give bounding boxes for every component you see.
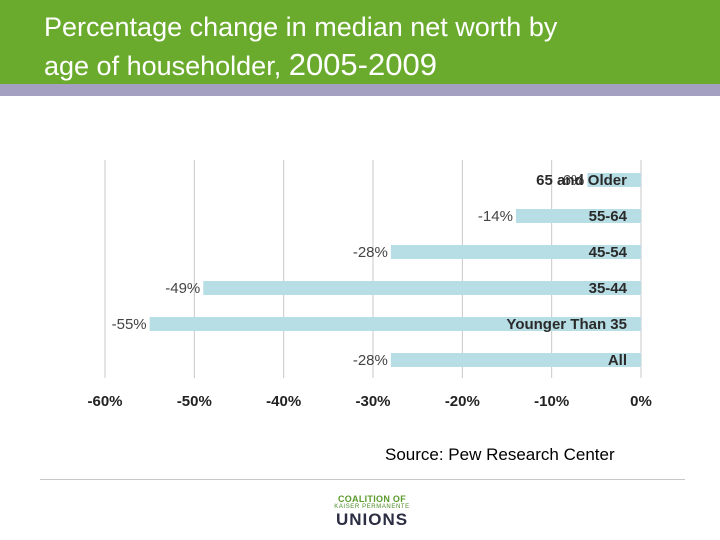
bar (149, 317, 641, 331)
bar-value-label: -6% (558, 172, 585, 189)
slide-title: Percentage change in median net worth by… (44, 8, 714, 85)
slide-title-prefix: age of householder, (44, 51, 289, 81)
category-label: All (608, 352, 627, 369)
slide-title-years: 2005-2009 (288, 47, 437, 82)
net-worth-bar-chart: -6% -14% -28% -49% -55% -28% 65 and Older 55-6… (87, 160, 652, 410)
bar (390, 353, 641, 367)
category-label: 35-44 (589, 280, 628, 297)
coalition-logo: COALITION OF KAISER PERMANENTE UNIONS (330, 494, 414, 528)
bar (515, 209, 641, 223)
x-tick-label: -40% (266, 393, 301, 410)
x-tick-label: -50% (177, 393, 212, 410)
x-tick-label: -60% (87, 393, 122, 410)
bar (390, 245, 641, 259)
logo-line1: COALITION OF (337, 494, 407, 504)
title-banner-strip (0, 84, 720, 96)
category-label: 55-64 (589, 208, 628, 225)
category-label: Younger Than 35 (506, 316, 627, 333)
footer-divider (40, 479, 685, 480)
bars (149, 173, 641, 367)
logo-line3: UNIONS (335, 510, 409, 529)
x-tick-label: -30% (355, 393, 390, 410)
x-tick-label: -10% (534, 393, 569, 410)
bar-value-label: -28% (353, 244, 388, 261)
bar-value-label: -28% (353, 352, 388, 369)
x-tick-label: 0% (630, 393, 652, 410)
bar-value-label: -55% (112, 316, 147, 333)
bar-value-label: -49% (165, 280, 200, 297)
bar (203, 281, 641, 295)
grid-lines (104, 160, 642, 378)
category-labels: 65 and Older 55-64 45-54 35-44 Younger Than … (506, 172, 627, 369)
category-label: 45-54 (589, 244, 628, 261)
bar-value-label: -14% (478, 208, 513, 225)
bar (587, 173, 641, 187)
x-tick-label: -20% (445, 393, 480, 410)
category-label: 65 and Older (536, 172, 627, 189)
x-axis-tick-labels: -60% -50% -40% -30% -20% -10% 0% (87, 393, 651, 410)
title-banner (0, 0, 720, 84)
source-note: Source: Pew Research Center (385, 445, 615, 464)
slide-title-line2: age of householder, 2005-2009 (44, 46, 714, 85)
slide-title-line1: Percentage change in median net worth by (44, 12, 558, 42)
data-labels: -6% -14% -28% -49% -55% -28% (112, 172, 585, 369)
logo-line2: KAISER PERMANENTE (334, 504, 410, 510)
